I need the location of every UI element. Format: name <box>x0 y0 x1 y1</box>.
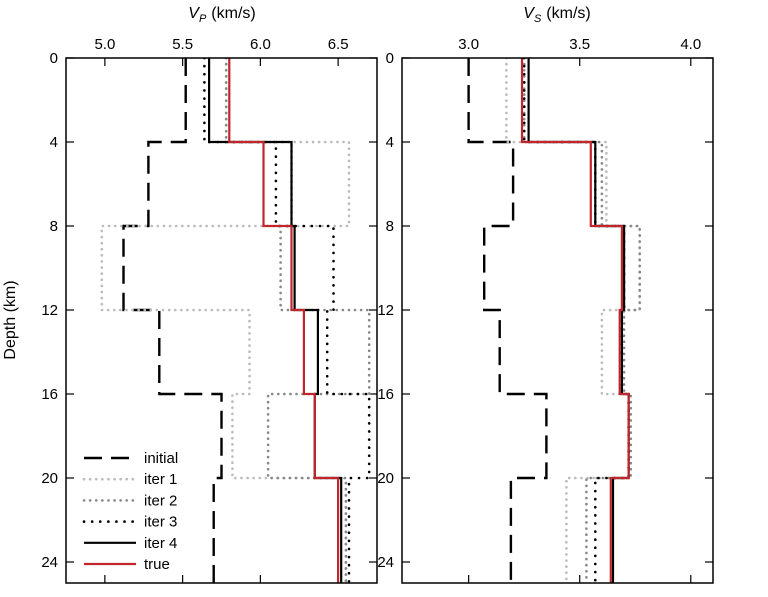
vs-axis-title-unit: (km/s) <box>546 5 590 22</box>
vp-ytick-label: 20 <box>41 470 58 487</box>
vp-ytick-label: 8 <box>50 218 58 235</box>
vp-xtick-label: 6.0 <box>250 36 271 53</box>
vs-ytick-label: 20 <box>377 470 394 487</box>
vs-plot-frame <box>401 57 714 584</box>
vp-ytick-label: 24 <box>41 554 58 571</box>
vp-series <box>100 58 371 583</box>
vs-xtick-label: 3.5 <box>569 36 590 53</box>
vs-series-true <box>520 58 630 583</box>
vs-ytick-label: 4 <box>386 134 394 151</box>
legend-label-iter-3: iter 3 <box>144 514 177 531</box>
legend-label-iter-2: iter 2 <box>144 492 177 509</box>
vp-plot-frame <box>65 57 378 584</box>
vp-series-iter-1 <box>100 58 351 583</box>
legend-label-true: true <box>144 556 170 573</box>
vp-series-iter-3 <box>203 58 371 583</box>
vs-ytick-label: 24 <box>377 554 394 571</box>
vs-ytick-label: 12 <box>377 302 394 319</box>
vp-xtick-label: 5.0 <box>94 36 115 53</box>
vp-ytick-label: 4 <box>50 134 58 151</box>
vs-axis-title-subscript: S <box>534 13 542 25</box>
vs-series-iter-4 <box>527 58 630 583</box>
vs-ticks: 3.0 3.5 4.0 0 4 8 12 16 20 24 <box>377 36 713 583</box>
depth-axis-title: Depth (km) <box>2 280 19 359</box>
vs-series <box>467 58 641 583</box>
vs-axis-title-symbol: V <box>523 5 535 22</box>
vp-axis-title-unit: (km/s) <box>211 5 255 22</box>
vp-series-iter-2 <box>224 58 371 583</box>
vp-axis-title-subscript: P <box>199 13 207 25</box>
vp-axis-title-symbol: V <box>188 5 200 22</box>
vs-series-initial <box>467 58 548 583</box>
vp-series-true <box>228 58 340 583</box>
vp-series-initial <box>122 58 223 583</box>
legend: initial iter 1 iter 2 iter 3 iter 4 true <box>82 450 178 573</box>
vp-xtick-label: 6.5 <box>328 36 349 53</box>
vs-axis-title: VS (km/s) <box>523 5 590 25</box>
vs-panel: VS (km/s) 3.0 3.5 4.0 0 4 8 12 16 20 24 <box>377 5 714 584</box>
vs-xtick-label: 4.0 <box>680 36 701 53</box>
vp-xtick-label: 5.5 <box>172 36 193 53</box>
vs-ytick-label: 16 <box>377 386 394 403</box>
legend-label-initial: initial <box>144 450 178 467</box>
vp-ytick-label: 16 <box>41 386 58 403</box>
vp-ticks: 5.0 5.5 6.0 6.5 0 4 8 12 16 20 24 <box>41 36 377 583</box>
vs-ytick-label: 0 <box>386 50 394 67</box>
vp-panel: VP (km/s) 5.0 5.5 6.0 6.5 0 4 8 12 16 20 24 <box>41 5 378 584</box>
vp-axis-title: VP (km/s) <box>188 5 255 25</box>
vs-ytick-label: 8 <box>386 218 394 235</box>
vp-ytick-label: 12 <box>41 302 58 319</box>
vp-ytick-label: 0 <box>50 50 58 67</box>
vs-xtick-label: 3.0 <box>458 36 479 53</box>
legend-label-iter-4: iter 4 <box>144 535 177 552</box>
legend-label-iter-1: iter 1 <box>144 471 177 488</box>
